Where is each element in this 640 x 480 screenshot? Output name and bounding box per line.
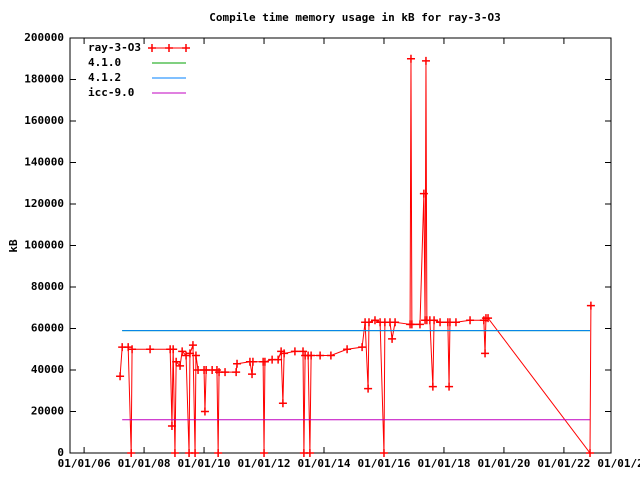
point-marker — [445, 382, 454, 391]
plot-frame — [69, 37, 612, 454]
y-tick-label: 40000 — [31, 363, 64, 376]
point-marker — [172, 357, 181, 366]
legend-label: icc-9.0 — [88, 86, 134, 99]
point-marker — [116, 372, 125, 381]
x-tick-label: 01/01/06 — [58, 457, 111, 470]
point-marker — [128, 345, 137, 354]
point-marker — [185, 349, 194, 358]
legend-label: ray-3-O3 — [88, 41, 141, 54]
y-tick-label: 100000 — [24, 239, 64, 252]
point-marker — [586, 301, 595, 310]
x-tick-label: 01/01/22 — [537, 457, 590, 470]
point-marker — [248, 370, 257, 379]
point-marker — [316, 351, 325, 360]
point-marker — [232, 368, 241, 377]
point-marker — [146, 345, 155, 354]
point-marker — [127, 449, 136, 457]
y-tick-label: 20000 — [31, 405, 64, 418]
legend-marker — [148, 44, 156, 52]
point-marker — [305, 449, 314, 457]
point-marker — [169, 345, 178, 354]
legend-marker — [182, 44, 190, 52]
point-marker — [428, 382, 437, 391]
point-marker — [484, 314, 493, 323]
point-marker — [364, 384, 373, 393]
point-marker — [388, 334, 397, 343]
point-marker — [290, 347, 299, 356]
y-tick-label: 200000 — [24, 31, 64, 44]
x-tick-label: 01/01/08 — [118, 457, 171, 470]
y-tick-label: 140000 — [24, 156, 64, 169]
x-tick-label: 01/01/12 — [238, 457, 291, 470]
point-marker — [260, 449, 269, 457]
y-axis-label: kB — [7, 239, 20, 253]
legend-label: 4.1.0 — [88, 56, 121, 69]
point-marker — [307, 351, 316, 360]
legend-label: 4.1.2 — [88, 71, 121, 84]
legend-marker — [165, 44, 173, 52]
point-marker — [406, 54, 415, 63]
point-marker — [379, 449, 388, 457]
y-tick-label: 160000 — [24, 114, 64, 127]
point-marker — [430, 316, 439, 325]
series-line — [119, 58, 592, 455]
y-tick-label: 120000 — [24, 197, 64, 210]
point-marker — [343, 345, 352, 354]
point-marker — [436, 318, 445, 327]
point-marker — [466, 316, 475, 325]
point-marker — [586, 449, 595, 457]
point-marker — [191, 449, 200, 457]
y-tick-label: 80000 — [31, 280, 64, 293]
y-tick-label: 60000 — [31, 322, 64, 335]
point-marker — [370, 316, 379, 325]
x-tick-label: 01/01/16 — [357, 457, 410, 470]
point-marker — [415, 320, 424, 329]
point-marker — [191, 351, 200, 360]
x-tick-label: 01/01/24 — [597, 457, 640, 470]
point-marker — [358, 343, 367, 352]
point-marker — [233, 359, 242, 368]
y-tick-label: 0 — [57, 446, 64, 459]
point-marker — [421, 56, 430, 65]
x-tick-label: 01/01/18 — [417, 457, 470, 470]
x-tick-label: 01/01/20 — [477, 457, 530, 470]
point-marker — [214, 449, 223, 457]
point-marker — [200, 407, 209, 416]
x-tick-label: 01/01/14 — [298, 457, 351, 470]
point-marker — [188, 341, 197, 350]
point-marker — [419, 189, 428, 198]
point-marker — [364, 318, 373, 327]
point-marker — [176, 361, 185, 370]
y-tick-label: 180000 — [24, 73, 64, 86]
point-marker — [167, 422, 176, 431]
chart-title: Compile time memory usage in kB for ray-… — [209, 11, 500, 24]
point-marker — [451, 318, 460, 327]
point-marker — [326, 351, 335, 360]
point-marker — [391, 318, 400, 327]
point-marker — [260, 357, 269, 366]
point-marker — [280, 349, 289, 358]
point-marker — [481, 349, 490, 358]
point-marker — [278, 399, 287, 408]
point-marker — [274, 355, 283, 364]
point-marker — [221, 368, 230, 377]
point-marker — [178, 347, 187, 356]
point-marker — [407, 320, 416, 329]
point-marker — [170, 449, 179, 457]
point-marker — [248, 357, 257, 366]
point-marker — [299, 347, 308, 356]
x-tick-label: 01/01/10 — [178, 457, 231, 470]
